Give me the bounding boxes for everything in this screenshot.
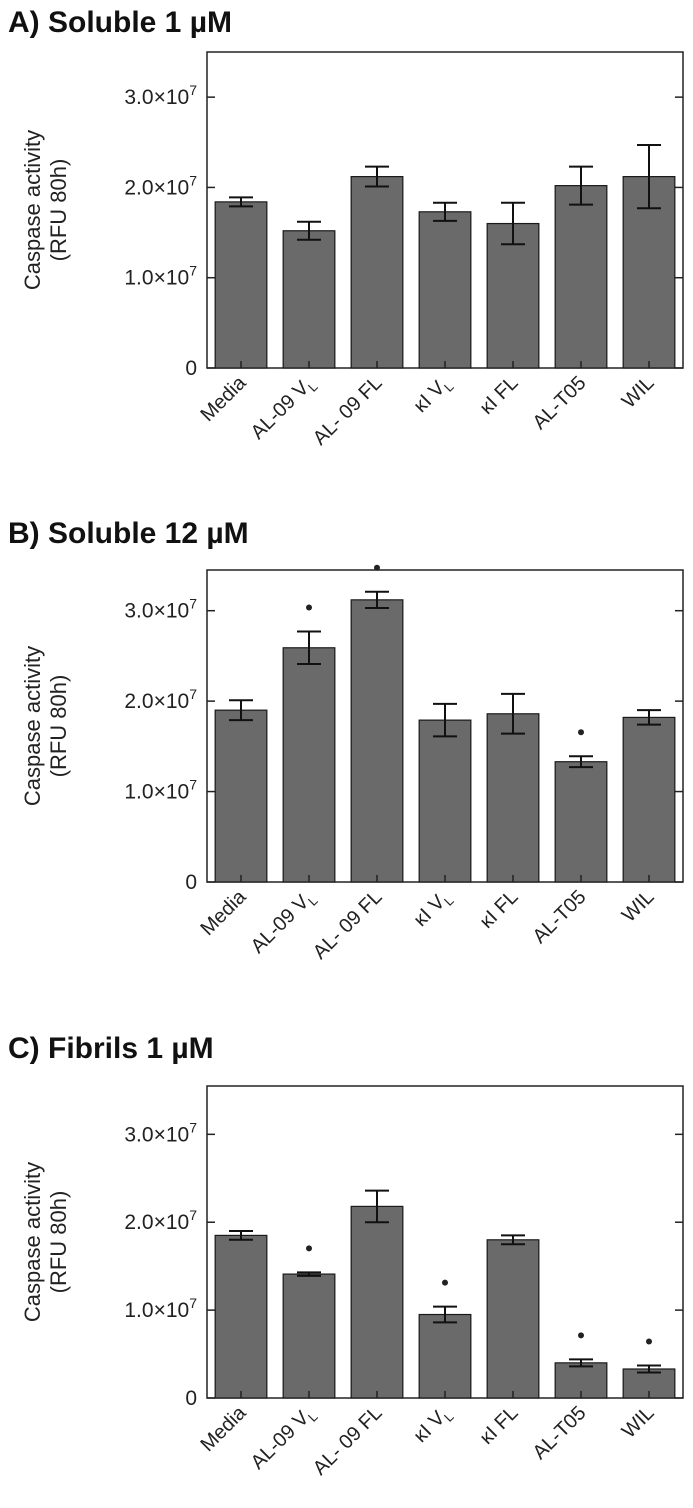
error-bar (637, 1364, 661, 1374)
y-axis-label-line1: Caspase activity (20, 130, 45, 290)
error-bar (297, 630, 321, 666)
error-bar (569, 1358, 593, 1368)
significance-marker (442, 1279, 448, 1286)
y-axis-label-line2: (RFU 80h) (46, 675, 71, 778)
y-tick-label: 3.0×107 (124, 1119, 197, 1146)
panel-letter: C) (8, 1032, 48, 1065)
x-tick-label: κI VL (410, 372, 457, 419)
bar (350, 1205, 404, 1399)
error-bar (297, 220, 321, 241)
x-tick-label: AL- 09 FL (309, 1402, 387, 1480)
y-tick-label: 0 (185, 871, 197, 894)
error-bar (297, 1271, 321, 1277)
y-axis-label-line1: Caspase activity (20, 646, 45, 806)
panel-letter: B) (8, 517, 48, 550)
bar (418, 719, 472, 883)
error-bar (365, 590, 389, 609)
y-tick-label: 2.0×107 (124, 172, 197, 199)
x-tick-label: κI FL (476, 372, 523, 419)
error-bar (569, 165, 593, 206)
x-tick-label: κI VL (410, 886, 457, 933)
x-tick-label: κI FL (476, 1402, 523, 1449)
x-tick-label: κI VL (410, 1402, 457, 1449)
error-bar (433, 1305, 457, 1324)
bar (282, 230, 336, 369)
error-bar (229, 1230, 253, 1241)
error-bar (569, 755, 593, 769)
error-bar (433, 201, 457, 222)
significance-marker (306, 1245, 312, 1252)
significance-marker (646, 1338, 652, 1345)
y-tick-label: 2.0×107 (124, 686, 197, 713)
error-bar (501, 201, 525, 246)
error-bar (637, 143, 661, 210)
bar (214, 709, 268, 883)
bar (418, 1313, 472, 1399)
bar (486, 1239, 540, 1399)
bar (554, 761, 608, 883)
error-bar (501, 692, 525, 735)
bar (554, 185, 608, 369)
significance-marker (374, 564, 380, 571)
x-tick-label: Media (196, 371, 251, 426)
bar (350, 599, 404, 883)
error-bar (229, 699, 253, 722)
chart-panel-1: B) Soluble 12 µM 0 1.0×107 2.0×107 3.0×107 Ca… (8, 517, 684, 964)
x-tick-label: WIL (618, 372, 659, 413)
bar (214, 201, 268, 369)
panel-title: A) Soluble 1 µM (8, 6, 232, 39)
y-tick-label: 3.0×107 (124, 82, 197, 109)
chart-panel-0: A) Soluble 1 µM 0 1.0×107 2.0×107 3.0×107 Cas… (8, 6, 684, 450)
bar (486, 222, 540, 369)
error-bar (365, 165, 389, 188)
bar (282, 647, 336, 883)
panel-title: C) Fibrils 1 µM (8, 1032, 214, 1065)
chart-panel-2: C) Fibrils 1 µM 0 1.0×107 2.0×107 3.0×107 Cas… (8, 1032, 684, 1480)
significance-marker (578, 729, 584, 736)
x-tick-label: AL- 09 FL (309, 372, 387, 450)
panel-title-text: Soluble 12 µM (48, 517, 249, 550)
x-tick-label: Media (196, 1401, 251, 1456)
y-tick-label: 0 (185, 357, 197, 380)
error-bar (637, 709, 661, 726)
x-tick-label: AL-T05 (529, 372, 591, 434)
y-tick-label: 3.0×107 (124, 596, 197, 623)
bar (214, 1234, 268, 1399)
bar (418, 211, 472, 369)
y-tick-label: 2.0×107 (124, 1207, 197, 1234)
error-bar (365, 1189, 389, 1224)
error-bar (501, 1234, 525, 1246)
y-tick-label: 0 (185, 1387, 197, 1410)
significance-marker (306, 604, 312, 611)
panel-title: B) Soluble 12 µM (8, 517, 249, 550)
significance-marker (578, 1332, 584, 1339)
bar (282, 1273, 336, 1399)
panel-letter: A) (8, 6, 48, 39)
bar (350, 175, 404, 369)
y-tick-label: 1.0×107 (124, 1295, 197, 1322)
x-tick-label: AL-T05 (529, 1402, 591, 1464)
panel-title-text: Soluble 1 µM (48, 6, 232, 39)
y-axis-label-line2: (RFU 80h) (46, 1191, 71, 1294)
y-axis-label-line2: (RFU 80h) (46, 159, 71, 262)
error-bar (229, 196, 253, 208)
bar (622, 716, 676, 883)
x-tick-label: Media (196, 885, 251, 940)
x-tick-label: AL- 09 FL (309, 886, 387, 964)
y-tick-label: 1.0×107 (124, 263, 197, 290)
y-axis-label-line1: Caspase activity (20, 1162, 45, 1322)
error-bar (433, 702, 457, 738)
x-tick-label: WIL (618, 1402, 659, 1443)
x-tick-label: AL-T05 (529, 886, 591, 948)
x-tick-label: κI FL (476, 886, 523, 933)
panel-title-text: Fibrils 1 µM (48, 1032, 214, 1065)
x-tick-label: WIL (618, 886, 659, 927)
y-tick-label: 1.0×107 (124, 777, 197, 804)
bar (486, 713, 540, 883)
